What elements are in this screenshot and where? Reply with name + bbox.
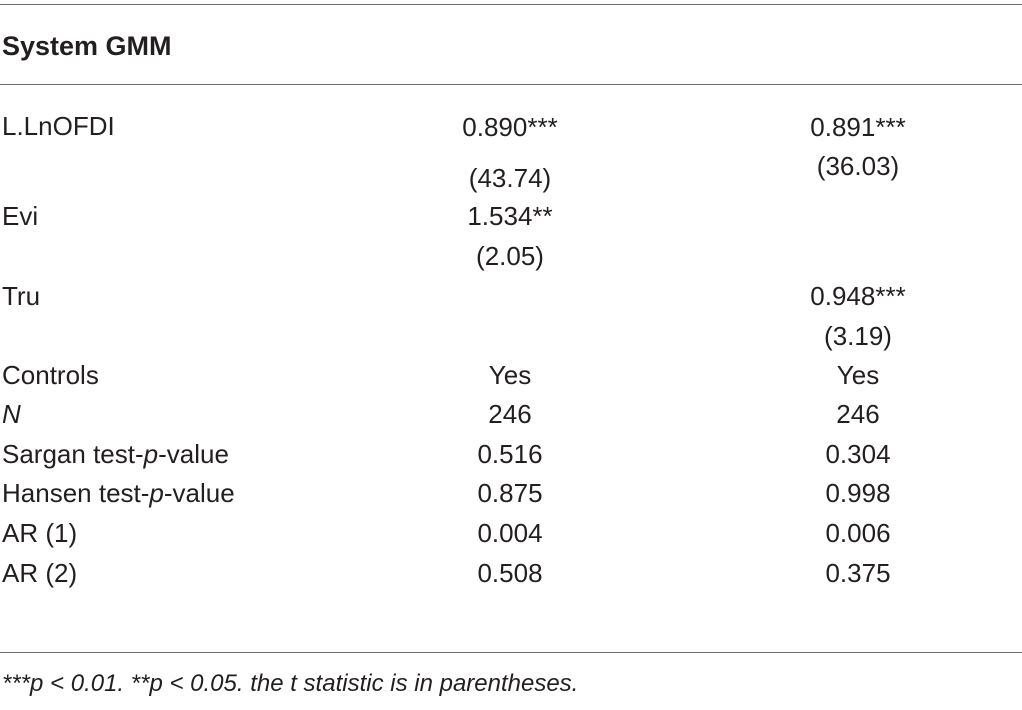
row-label-n: N bbox=[2, 399, 21, 429]
controls-col2: Yes bbox=[836, 360, 880, 390]
lnofdi-tstat-col2: (36.03) bbox=[816, 151, 900, 181]
n-col1: 246 bbox=[488, 399, 532, 429]
sargan-label-p: p bbox=[143, 439, 159, 469]
sargan-col1: 0.516 bbox=[477, 439, 543, 469]
tru-tstat-col2: (3.19) bbox=[824, 321, 892, 351]
lnofdi-tstat-col1: (43.74) bbox=[468, 163, 552, 193]
table-header-rule bbox=[0, 84, 1022, 85]
tru-coef-col2: 0.948*** bbox=[810, 281, 906, 311]
row-label-ar1: AR (1) bbox=[2, 518, 78, 548]
ar2-col1: 0.508 bbox=[477, 558, 543, 588]
table-top-rule bbox=[0, 4, 1022, 5]
row-label-ar2: AR (2) bbox=[2, 558, 78, 588]
lnofdi-coef-col2: 0.891*** bbox=[810, 112, 906, 142]
sargan-label-suffix: -value bbox=[158, 439, 229, 469]
row-label-tru: Tru bbox=[2, 281, 41, 311]
row-label-sargan: Sargan test-p-value bbox=[2, 438, 229, 470]
table-footnote: ***p < 0.01. **p < 0.05. the t statistic… bbox=[2, 670, 579, 697]
evi-tstat-col1: (2.05) bbox=[476, 241, 544, 271]
lnofdi-coef-col1: 0.890*** bbox=[462, 112, 558, 142]
row-label-lnofdi: L.LnOFDI bbox=[2, 111, 115, 141]
hansen-label-p: p bbox=[149, 478, 164, 508]
evi-coef-col1: 1.534** bbox=[467, 201, 553, 231]
n-col2: 246 bbox=[836, 399, 880, 429]
controls-col1: Yes bbox=[488, 360, 532, 390]
hansen-label-suffix: -value bbox=[163, 478, 235, 508]
table-bottom-rule bbox=[0, 652, 1022, 653]
row-label-hansen: Hansen test-p-value bbox=[2, 477, 235, 509]
table-header-title: System GMM bbox=[2, 31, 172, 61]
sargan-col2: 0.304 bbox=[825, 439, 891, 469]
row-label-evi: Evi bbox=[2, 201, 39, 231]
ar1-col2: 0.006 bbox=[825, 518, 891, 548]
hansen-col1: 0.875 bbox=[477, 478, 543, 508]
ar2-col2: 0.375 bbox=[825, 558, 891, 588]
row-label-controls: Controls bbox=[2, 360, 99, 390]
sargan-label-prefix: Sargan test- bbox=[2, 439, 144, 469]
hansen-label-prefix: Hansen test- bbox=[2, 478, 150, 508]
ar1-col1: 0.004 bbox=[477, 518, 543, 548]
hansen-col2: 0.998 bbox=[825, 478, 891, 508]
